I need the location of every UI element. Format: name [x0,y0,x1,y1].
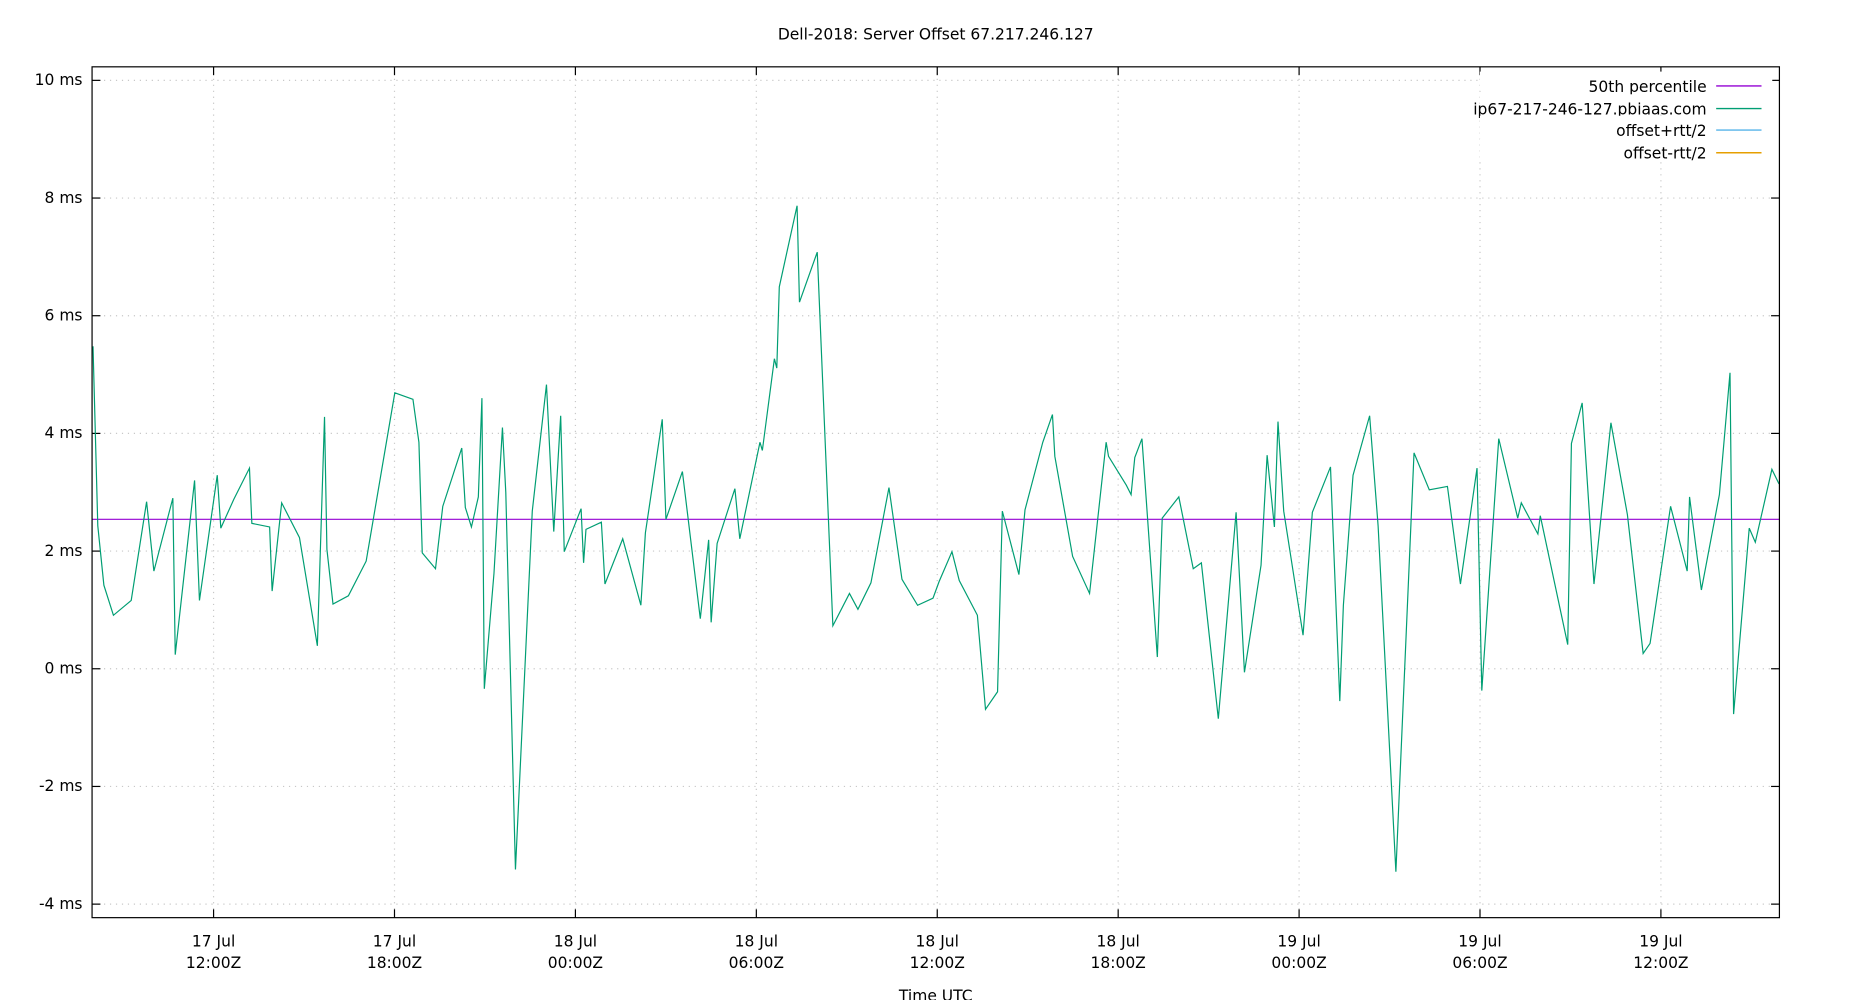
y-tick-label: 10 ms [35,71,83,89]
y-tick-label: 6 ms [45,306,83,324]
legend-label: 50th percentile [1589,78,1707,96]
grid [92,66,1780,918]
x-tick-label-date: 18 Jul [554,932,597,950]
y-tick-label: -4 ms [39,895,83,913]
y-tick-label: 4 ms [45,424,83,442]
legend-item: offset+rtt/2 [1479,115,1773,140]
legend-item: offset-rtt/2 [1479,138,1773,163]
legend-item-bg [1479,71,1773,91]
x-tick-label-date: 19 Jul [1639,932,1682,950]
y-tick-label: 2 ms [45,542,83,560]
offset-series-line [92,205,1780,872]
x-tick-label-date: 18 Jul [916,932,959,950]
y-tick-label: 8 ms [45,189,83,207]
x-tick-label-time: 00:00Z [548,954,603,972]
series-layer [92,205,1780,872]
x-tick-label-time: 12:00Z [910,954,965,972]
x-tick-label-date: 18 Jul [1096,932,1139,950]
plot-frame [91,66,1781,919]
y-tick-label: 0 ms [45,660,83,678]
x-tick-label-time: 12:00Z [186,954,241,972]
x-tick-label-time: 00:00Z [1271,954,1326,972]
x-tick-label-time: 06:00Z [729,954,784,972]
x-tick-label-time: 06:00Z [1452,954,1507,972]
x-tick-label-date: 17 Jul [192,932,235,950]
legend-item-bg [1479,115,1773,135]
x-tick-label-date: 19 Jul [1277,932,1320,950]
chart-title: Dell-2018: Server Offset 67.217.246.127 [778,25,1094,43]
x-tick-label-date: 18 Jul [735,932,778,950]
legend-label: offset-rtt/2 [1624,145,1707,163]
legend-item-bg [1479,94,1773,114]
legend-item: 50th percentile [1479,71,1773,96]
x-tick-label-time: 18:00Z [1091,954,1146,972]
legend-label: offset+rtt/2 [1616,122,1706,140]
x-tick-label-date: 17 Jul [373,932,416,950]
legend-item: ip67-217-246-127.pbiaas.com [1473,94,1773,119]
x-tick-label-date: 19 Jul [1458,932,1501,950]
axis-ticks: -4 ms -2 ms 0 ms 2 ms 4 ms 6 ms 8 ms 10 ms 17 Ju… [35,66,1780,972]
y-tick-label: -2 ms [39,777,83,795]
legend: 50th percentile ip67-217-246-127.pbiaas.c… [1473,71,1773,163]
x-tick-label-time: 12:00Z [1633,954,1688,972]
legend-label: ip67-217-246-127.pbiaas.com [1473,101,1706,119]
x-tick-label-time: 18:00Z [367,954,422,972]
x-axis-label: Time UTC [898,987,973,1000]
legend-item-bg [1479,138,1773,158]
